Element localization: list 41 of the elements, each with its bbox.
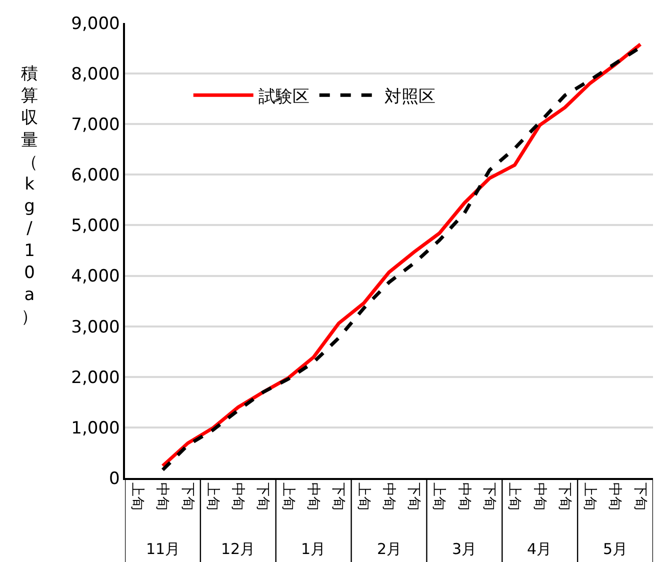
text: 12月 (221, 540, 256, 558)
x-tick-label: 下旬 (556, 482, 572, 511)
x-tick-label: 上旬 (280, 482, 296, 511)
x-tick-label: 上旬 (430, 482, 447, 511)
y-tick-label: 8,000 (71, 64, 120, 85)
y-tick-label: 2,000 (71, 368, 120, 388)
x-tick-label: 下旬 (632, 482, 648, 511)
text: 5月 (603, 540, 628, 558)
text: 4月 (527, 540, 552, 558)
x-tick-label: 下旬 (330, 482, 346, 511)
legend-label: 対照区 (384, 86, 436, 107)
text: 3月 (452, 540, 477, 558)
x-tick-label: 上旬 (506, 482, 522, 511)
x-tick-label: 中旬 (380, 482, 396, 511)
x-tick-label: 下旬 (179, 482, 196, 511)
text: 11月 (146, 540, 180, 558)
x-tick-label: 上旬 (355, 482, 372, 511)
x-tick-label: 中旬 (305, 482, 322, 511)
x-tick-label: 中旬 (154, 482, 170, 511)
x-tick-label: 中旬 (531, 482, 548, 511)
text: 積算収量（kg/10a） (21, 64, 38, 328)
text: 2月 (377, 540, 402, 558)
y-tick-label: 4,000 (71, 266, 120, 287)
y-tick-label: 6,000 (71, 166, 120, 186)
text: 1月 (301, 540, 326, 558)
y-tick-label: 3,000 (71, 317, 120, 338)
y-tick-label: 1,000 (71, 418, 120, 438)
legend-label: 試験区 (258, 86, 310, 107)
x-tick-label: 下旬 (254, 482, 271, 511)
y-tick-label: 7,000 (71, 115, 120, 136)
x-tick-label: 中旬 (606, 482, 623, 511)
x-tick-label: 中旬 (456, 482, 472, 511)
x-tick-label: 下旬 (481, 482, 498, 511)
y-tick-label: 5,000 (71, 216, 120, 236)
y-tick-label: 9,000 (71, 14, 120, 34)
y-tick-label: 0 (109, 468, 120, 489)
x-tick-label: 下旬 (406, 482, 422, 511)
x-tick-label: 上旬 (129, 482, 146, 511)
x-tick-label: 上旬 (582, 482, 598, 511)
x-tick-label: 上旬 (204, 482, 220, 511)
x-tick-label: 中旬 (230, 482, 246, 511)
